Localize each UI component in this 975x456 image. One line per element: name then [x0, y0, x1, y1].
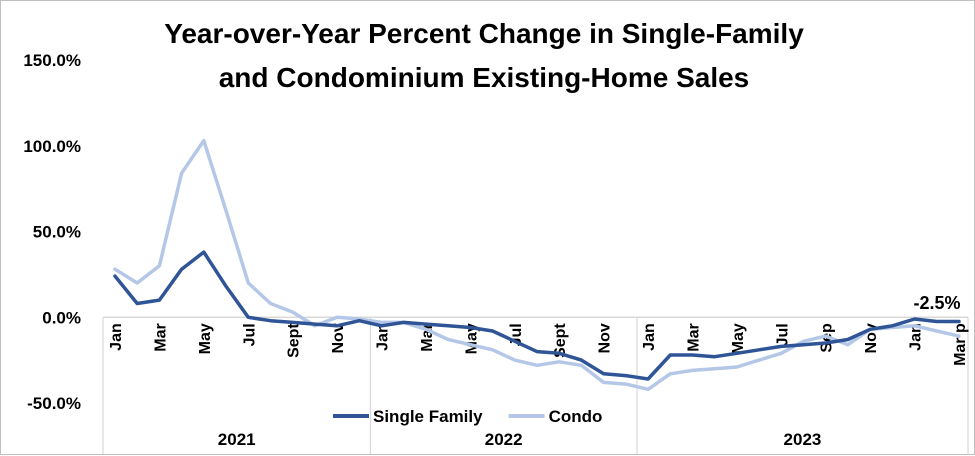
x-tick-label: Sept — [286, 323, 303, 358]
y-tick-label: 150.0% — [23, 51, 81, 70]
x-tick-label: Nov — [597, 323, 614, 353]
x-tick-label: Jan — [908, 323, 925, 351]
legend-label-condo: Condo — [549, 407, 603, 426]
series-lines — [113, 138, 961, 392]
x-tick-label: Sept — [552, 323, 569, 358]
y-tick-label: 100.0% — [23, 137, 81, 156]
x-tick-label: Nov — [330, 323, 347, 353]
x-tick-label: Jan — [641, 323, 658, 351]
x-tick-label: May — [730, 323, 747, 354]
y-tick-label: 0.0% — [42, 308, 81, 327]
series-line-condo — [113, 138, 961, 392]
x-tick-label: Mar — [152, 323, 169, 351]
year-label: 2021 — [218, 430, 256, 449]
x-tick-label: May — [197, 323, 214, 354]
year-label: 2022 — [485, 430, 523, 449]
legend-label-single-family: Single Family — [373, 407, 483, 426]
x-tick-label: Jan — [108, 323, 125, 351]
series-line-single-family — [113, 250, 961, 381]
chart-title: Year-over-Year Percent Change in Single-… — [164, 18, 804, 93]
chart-title-line-1: Year-over-Year Percent Change in Single-… — [164, 18, 804, 49]
x-tick-label: Jan — [375, 323, 392, 351]
year-labels: 2021 2022 2023 — [218, 430, 822, 449]
x-tick-label: Jul — [241, 323, 258, 346]
chart-title-line-2: and Condominium Existing-Home Sales — [219, 62, 750, 93]
y-axis-ticks: 150.0% 100.0% 50.0% 0.0% -50.0% — [23, 51, 81, 413]
year-label: 2023 — [784, 430, 822, 449]
legend: Single Family Condo — [333, 407, 602, 426]
x-tick-label: Mar — [685, 323, 702, 351]
x-tick-label: Jul — [774, 323, 791, 346]
annotation: -2.5% — [913, 293, 960, 313]
y-tick-label: 50.0% — [33, 223, 81, 242]
annotation-label: -2.5% — [913, 293, 960, 313]
x-tick-label: Mar p — [952, 323, 969, 366]
y-tick-label: -50.0% — [27, 394, 81, 413]
x-axis-ticks: Jan Mar May Jul Sept Nov Jan Mar May Jul Sept Nov Ja… — [108, 323, 969, 366]
